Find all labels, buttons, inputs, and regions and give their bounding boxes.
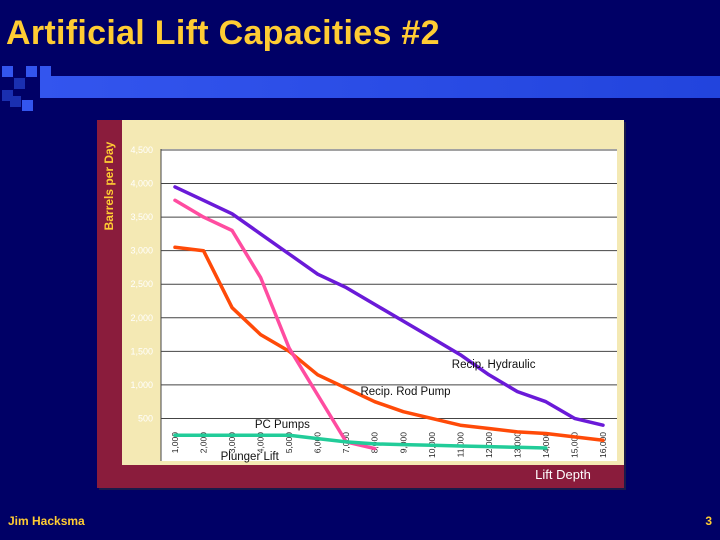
- plot-area: [161, 149, 617, 461]
- y-tick-label: 2,000: [130, 313, 153, 323]
- y-tick-label: 1,000: [130, 380, 153, 390]
- decor-square: [26, 66, 37, 77]
- decor-square: [2, 90, 13, 101]
- series-annotation: PC Pumps: [255, 419, 310, 431]
- page-number: 3: [705, 514, 712, 528]
- x-tick-label: 14,000: [541, 432, 551, 458]
- x-axis-label: Lift Depth: [535, 467, 591, 482]
- x-tick-label: 4,000: [256, 432, 266, 454]
- decor-square: [22, 100, 33, 111]
- y-tick-label: 500: [138, 413, 153, 423]
- series-annotation: Recip. Rod Pump: [360, 386, 450, 398]
- y-tick-label: 4,500: [130, 145, 153, 155]
- grid-layer: [160, 149, 617, 461]
- y-axis-label: Barrels per Day: [102, 141, 116, 230]
- series-line-plunger-lift: [173, 433, 548, 450]
- x-tick-label: 2,000: [199, 432, 209, 454]
- annotation-layer: Recip. Hydraulic Recip. Rod Pump PC Pumps P…: [221, 359, 536, 463]
- y-tick-label: 3,000: [130, 246, 153, 256]
- y-tick-label: 2,500: [130, 279, 153, 289]
- series-annotation: Plunger Lift: [221, 451, 280, 463]
- x-tick-label: 13,000: [512, 432, 522, 458]
- x-axis-strip: [97, 465, 624, 488]
- decor-square: [10, 96, 21, 107]
- x-tick-label: 1,000: [170, 432, 180, 454]
- slide-title: Artificial Lift Capacities #2: [6, 14, 440, 52]
- x-tick-label: 9,000: [398, 432, 408, 454]
- series-annotation: Recip. Hydraulic: [452, 359, 536, 371]
- x-tick-label: 16,000: [598, 432, 608, 458]
- x-tick-label: 3,000: [227, 432, 237, 454]
- y-tick-label: 3,500: [130, 212, 153, 222]
- series-line-recip-hydraulic: [173, 185, 605, 427]
- series-layer: [173, 185, 605, 451]
- y-tick-label: 4,000: [130, 179, 153, 189]
- title-accent-bar: [40, 76, 720, 98]
- x-tick-label: 15,000: [569, 432, 579, 458]
- series-line-pc-pumps: [173, 198, 377, 451]
- series-line-recip-rod-pump: [173, 245, 605, 443]
- y-tick-label: 1,500: [130, 346, 153, 356]
- x-tick-label: 5,000: [284, 432, 294, 454]
- x-tick-label: 6,000: [313, 432, 323, 454]
- author-name: Jim Hacksma: [8, 514, 85, 528]
- y-axis-strip: [97, 120, 122, 488]
- decor-square: [14, 78, 25, 89]
- decor-square: [40, 66, 51, 77]
- chart-frame: 500 1,000 1,500 2,000 2,500 3,000 3,500 4,000 4,…: [97, 120, 624, 488]
- decor-square: [2, 66, 13, 77]
- lift-capacity-chart: 500 1,000 1,500 2,000 2,500 3,000 3,500 4,000 4,…: [97, 120, 624, 488]
